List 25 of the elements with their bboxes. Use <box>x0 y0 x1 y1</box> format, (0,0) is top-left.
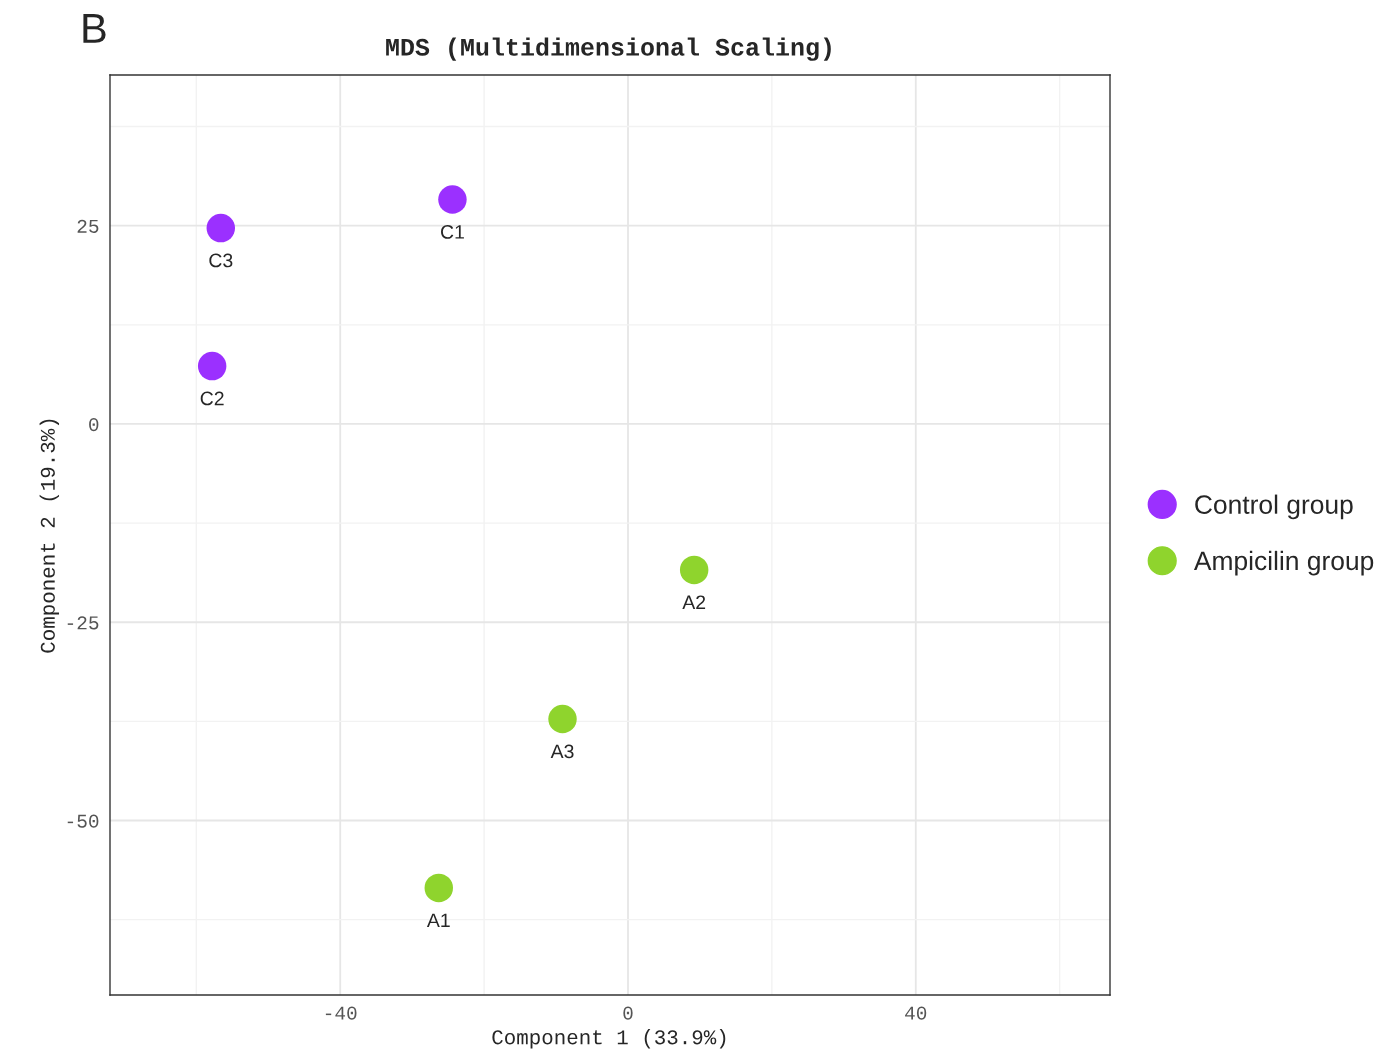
point <box>548 704 577 734</box>
y-tick-label: -25 <box>67 616 99 630</box>
legend-label: Ampicilin group <box>1193 550 1374 576</box>
annotation: C3 <box>209 253 233 268</box>
annotation: A1 <box>426 913 450 928</box>
annotation: C1 <box>441 225 464 239</box>
annotation: C2 <box>200 391 224 406</box>
point <box>206 213 236 243</box>
text: B <box>83 14 106 43</box>
x-tick-label: 40 <box>905 1006 927 1020</box>
legend-label: Control group <box>1195 494 1353 520</box>
y-tick-label: 0 <box>89 418 99 432</box>
x-tick-label: 0 <box>623 1006 633 1020</box>
y-tick-label: 25 <box>77 219 99 233</box>
x-tick-label: -40 <box>325 1006 357 1020</box>
y-tick-label: -50 <box>67 814 99 828</box>
annotation: A3 <box>550 744 574 759</box>
point <box>424 873 454 903</box>
point <box>197 351 227 381</box>
chart-title: MDS (Multidimensional Scaling) <box>386 37 831 61</box>
point <box>679 555 709 585</box>
y-axis-title: Component 2 (19.3%) <box>39 419 60 653</box>
annotation: A2 <box>682 595 706 609</box>
point <box>438 185 467 214</box>
x-axis-title: Component 1 (33.9%) <box>492 1029 726 1049</box>
